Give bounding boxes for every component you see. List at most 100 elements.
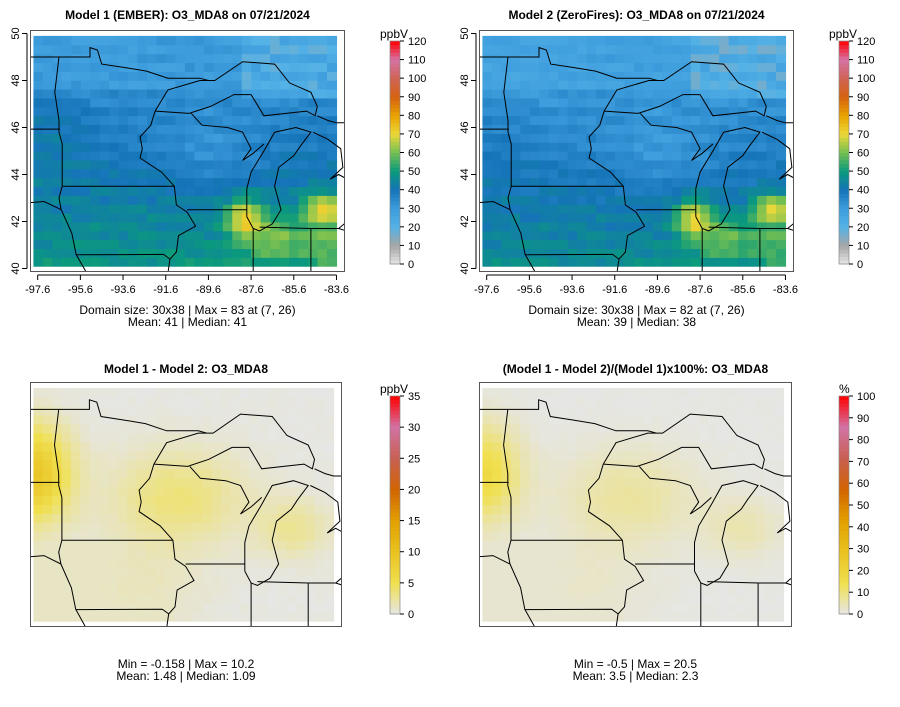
grid-cell	[604, 576, 615, 586]
grid-cell	[202, 540, 213, 550]
grid-cell	[108, 423, 119, 434]
grid-cell	[260, 35, 271, 46]
grid-cell	[109, 151, 120, 161]
grid-cell	[137, 133, 148, 143]
grid-cell	[586, 35, 597, 46]
grid-cell	[690, 124, 701, 134]
grid-cell	[510, 468, 521, 479]
grid-cell	[529, 35, 540, 46]
grid-cell	[232, 248, 243, 258]
grid-cell	[203, 159, 214, 170]
grid-cell	[690, 97, 701, 108]
grid-cell	[764, 396, 775, 407]
grid-cell	[491, 97, 502, 108]
grid-cell	[510, 414, 521, 425]
grid-cell	[698, 603, 709, 613]
grid-cell	[277, 558, 288, 568]
grid-cell	[774, 405, 785, 416]
grid-cell	[155, 495, 166, 506]
grid-cell	[80, 612, 91, 622]
grid-cell	[324, 540, 335, 550]
grid-cell	[548, 168, 559, 179]
grid-cell	[614, 441, 625, 452]
grid-cell	[642, 387, 653, 398]
grid-cell	[689, 522, 700, 532]
colorbar-segment	[390, 599, 400, 604]
grid-cell	[202, 423, 213, 434]
grid-cell	[567, 204, 578, 214]
grid-cell	[700, 195, 711, 205]
grid-cell	[184, 239, 196, 250]
grid-cell	[538, 441, 549, 452]
grid-cell	[108, 387, 119, 398]
grid-cell	[184, 97, 196, 108]
grid-cell	[52, 71, 63, 81]
grid-cell	[258, 387, 269, 398]
grid-cell	[220, 459, 231, 470]
grid-cell	[298, 257, 309, 267]
grid-cell	[764, 603, 775, 613]
colorbar-segment	[390, 592, 400, 597]
grid-cell	[241, 62, 252, 72]
colorbar-segment	[839, 508, 849, 513]
grid-cell	[308, 230, 319, 241]
grid-cell	[510, 594, 521, 604]
grid-cell	[128, 159, 139, 170]
grid-cell	[642, 576, 653, 586]
grid-cell	[211, 612, 222, 622]
grid-cell	[624, 115, 635, 126]
grid-cell	[491, 603, 502, 613]
colorbar-segment	[839, 215, 849, 220]
grid-cell	[520, 558, 531, 568]
grid-cell	[213, 195, 224, 205]
grid-cell	[538, 468, 549, 479]
grid-cell	[230, 495, 241, 506]
grid-cell	[137, 35, 148, 46]
grid-cell	[147, 186, 158, 196]
grid-cell	[211, 495, 222, 506]
grid-cell	[270, 212, 281, 223]
grid-cell	[662, 53, 673, 64]
grid-cell	[520, 62, 531, 72]
grid-cell	[230, 549, 241, 559]
grid-cell	[652, 221, 663, 232]
grid-cell	[661, 459, 672, 470]
grid-cell	[774, 396, 785, 407]
grid-cell	[230, 468, 241, 479]
grid-cell	[117, 432, 128, 443]
boundary-line	[509, 563, 536, 627]
grid-cell	[147, 177, 158, 188]
colorbar-tick-label: 80	[857, 435, 869, 447]
grid-cell	[605, 248, 616, 258]
colorbar-segment	[390, 230, 400, 235]
colorbar-segment	[839, 122, 849, 127]
grid-cell	[728, 106, 739, 117]
grid-cell	[651, 459, 662, 470]
grid-cell	[567, 159, 578, 170]
grid-cell	[202, 513, 213, 524]
boundary-line	[317, 115, 345, 124]
colorbar-tick-label: 0	[408, 259, 414, 270]
grid-cell	[42, 248, 53, 258]
grid-cell	[604, 549, 615, 559]
grid-cell	[127, 477, 138, 488]
grid-cell	[298, 177, 309, 188]
grid-cell	[501, 441, 512, 452]
grid-cell	[747, 133, 758, 143]
grid-cell	[558, 71, 569, 81]
grid-cell	[700, 124, 711, 134]
grid-cell	[538, 459, 549, 470]
grid-cell	[482, 414, 493, 425]
grid-cell	[652, 115, 663, 126]
grid-cell	[249, 504, 260, 515]
grid-cell	[538, 477, 549, 488]
grid-cell	[80, 44, 91, 55]
grid-cell	[33, 133, 44, 143]
grid-cell	[213, 151, 224, 161]
grid-cell	[690, 71, 701, 81]
grid-cell	[108, 558, 119, 568]
grid-cell	[652, 212, 663, 223]
grid-cell	[548, 387, 559, 398]
colorbar-segment	[839, 548, 849, 553]
colorbar-segment	[390, 96, 400, 101]
